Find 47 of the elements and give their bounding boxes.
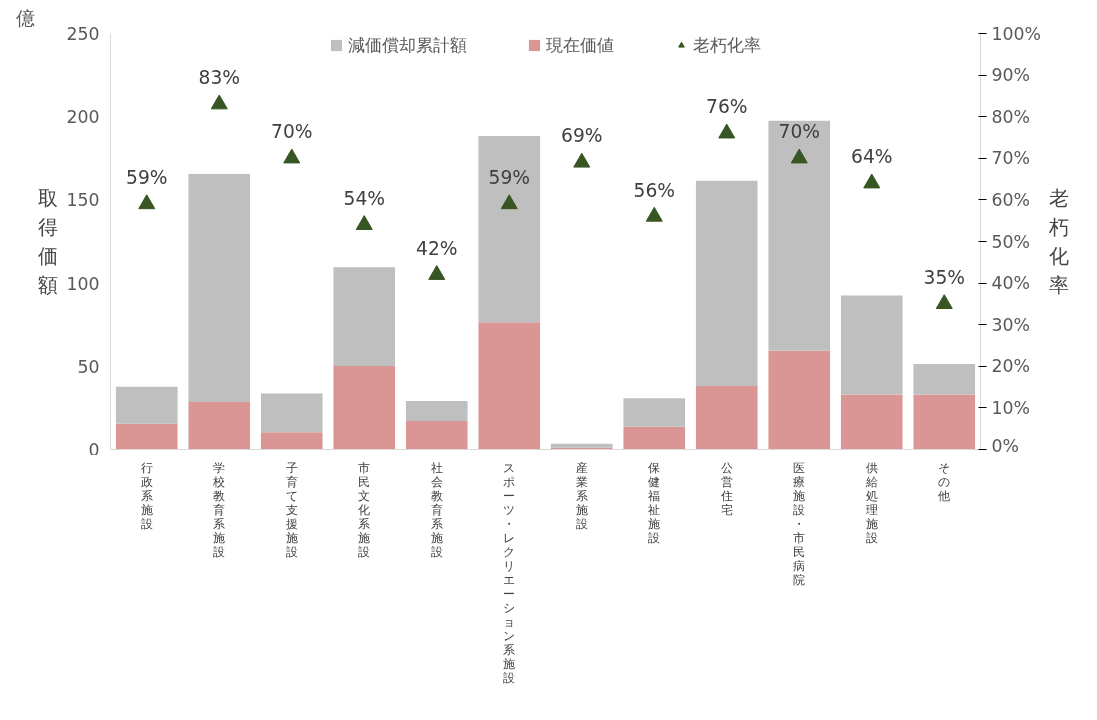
data-label: 42% (416, 237, 458, 259)
x-tick-label: 供給処理施設 (864, 460, 878, 545)
y2-tick-label: 90% (991, 65, 1031, 86)
legend-label: 減価償却累計額 (348, 34, 467, 57)
data-label: 64% (851, 146, 893, 168)
y-axis-title: 取得価額 (38, 186, 59, 297)
data-label: 35% (923, 266, 965, 288)
data-label: 70% (271, 121, 313, 143)
category-label: スポーツ・レクリエーション系施設 (503, 460, 516, 685)
x-tick-label: 学校教育系施設 (212, 460, 226, 559)
data-label: 83% (198, 67, 240, 89)
y2-tick-label: 10% (991, 397, 1031, 418)
data-label: 56% (633, 179, 675, 201)
y-tick-label: 150 (66, 190, 100, 211)
y-tick-label: 0 (88, 439, 100, 460)
y2-tick-label: 70% (991, 148, 1031, 169)
x-tick-label: 行政系施設 (140, 460, 153, 531)
data-label: 76% (706, 96, 748, 118)
text: 億 (15, 7, 35, 29)
x-tick-label: 保健福祉施設 (648, 460, 661, 545)
data-label: 70% (778, 121, 820, 143)
y2-tick-label: 100% (991, 23, 1042, 44)
x-tick-label: その他 (938, 460, 951, 503)
legend-label: 老朽化率 (693, 34, 761, 57)
x-tick-label: 市民文化系施設 (358, 460, 371, 559)
data-label: 54% (343, 187, 385, 209)
y-tick-label: 100 (66, 273, 100, 294)
y2-tick-label: 0% (991, 435, 1019, 456)
x-tick-label: 公営住宅 (719, 460, 733, 517)
y2-tick-label: 40% (991, 273, 1031, 294)
y2-tick-label: 20% (991, 356, 1031, 377)
y2-tick-label: 50% (991, 231, 1031, 252)
data-label: 59% (126, 167, 168, 189)
x-tick-label: 産業系施設 (575, 460, 588, 531)
y-tick-label: 200 (66, 107, 100, 128)
data-label: 59% (488, 167, 530, 189)
category-label: 医療施設・市民病院 (793, 460, 806, 587)
y-tick-label: 50 (77, 356, 100, 377)
x-tick-label: 社会教育系施設 (430, 460, 443, 559)
y2-axis-title: 老朽化率 (1048, 186, 1070, 297)
y2-tick-label: 60% (991, 189, 1031, 210)
y2-tick-label: 80% (991, 106, 1031, 127)
legend-label: 現在価値 (546, 34, 614, 57)
y2-tick-label: 30% (991, 314, 1031, 335)
data-label: 69% (561, 125, 603, 147)
y-tick-label: 250 (66, 24, 100, 44)
x-tick-label: 子育て支援施設 (285, 460, 298, 559)
